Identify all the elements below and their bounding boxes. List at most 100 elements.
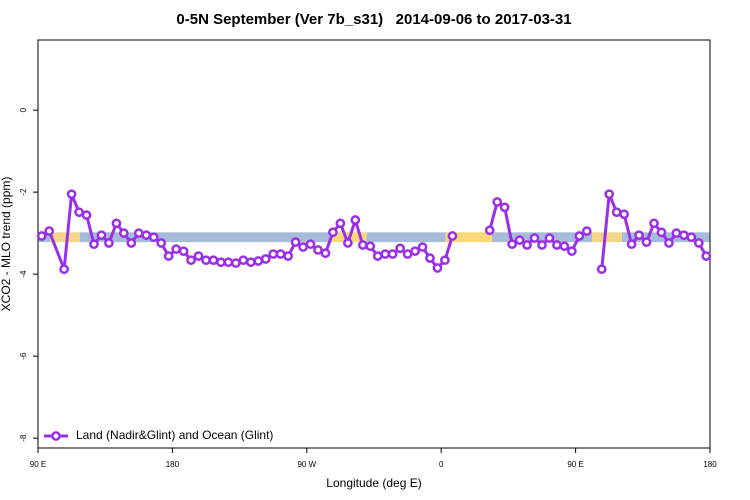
- band-segment: [592, 232, 622, 243]
- data-point: [126, 238, 137, 248]
- x-tick-label: 90 W: [297, 460, 316, 469]
- x-tick-label: 90 E: [567, 460, 583, 469]
- band-segment: [366, 232, 446, 243]
- data-point: [44, 226, 55, 236]
- data-point: [693, 238, 704, 248]
- data-point: [305, 239, 316, 250]
- data-point: [395, 243, 405, 254]
- data-point: [447, 231, 458, 241]
- data-point: [148, 232, 159, 243]
- data-point: [626, 239, 637, 250]
- data-point: [529, 233, 540, 243]
- data-point: [193, 251, 204, 261]
- data-point: [253, 256, 264, 266]
- data-point: [619, 209, 629, 220]
- y-axis-label: XCO2 - MLO trend (ppm): [0, 177, 13, 312]
- data-point: [656, 227, 667, 238]
- data-point: [328, 227, 338, 238]
- y-tick-label: -4: [19, 270, 28, 278]
- data-point: [402, 249, 413, 259]
- data-point: [66, 189, 77, 200]
- data-point: [335, 218, 346, 229]
- data-point: [59, 264, 69, 275]
- data-point: [111, 218, 122, 229]
- data-point: [522, 240, 532, 250]
- data-point: [664, 238, 674, 248]
- data-point: [283, 251, 293, 261]
- data-point: [238, 255, 249, 266]
- data-point: [156, 238, 167, 248]
- x-axis-label: Longitude (deg E): [326, 476, 421, 490]
- chart-title: 0-5N September (Ver 7b_s31) 2014-09-06 t…: [176, 11, 571, 28]
- data-point: [634, 230, 644, 241]
- data-point: [387, 249, 398, 259]
- data-point: [357, 240, 368, 250]
- x-tick-label: 90 E: [30, 460, 46, 469]
- data-point: [96, 230, 107, 241]
- x-tick-label: 180: [703, 460, 717, 469]
- data-point: [641, 237, 652, 248]
- data-point: [365, 241, 376, 252]
- data-point: [574, 231, 585, 241]
- band-segment: [49, 232, 80, 243]
- data-point: [581, 226, 592, 236]
- x-tick-label: 180: [166, 460, 180, 469]
- data-point: [163, 251, 174, 261]
- data-point: [223, 257, 234, 268]
- data-point: [596, 264, 607, 275]
- plot-frame: [37, 39, 711, 449]
- x-tick-label: 0: [439, 460, 444, 469]
- data-point: [649, 218, 659, 229]
- data-point: [537, 240, 547, 250]
- data-point: [178, 246, 189, 257]
- data-point: [544, 233, 555, 243]
- data-point: [686, 232, 697, 243]
- data-point: [410, 246, 420, 257]
- data-point: [343, 238, 353, 248]
- data-point: [552, 240, 562, 250]
- data-point: [514, 235, 525, 245]
- data-point: [74, 207, 84, 218]
- data-point: [380, 249, 391, 259]
- data-point: [133, 228, 144, 238]
- data-point: [298, 242, 308, 252]
- band-segment: [79, 232, 331, 243]
- data-point: [89, 239, 99, 250]
- data-point: [119, 228, 129, 238]
- legend-marker: [51, 431, 61, 441]
- data-point: [372, 251, 383, 261]
- data-point: [559, 241, 570, 252]
- data-point: [216, 257, 226, 268]
- data-point: [268, 249, 279, 259]
- data-point: [499, 202, 510, 213]
- data-point: [186, 255, 196, 266]
- data-point: [350, 215, 361, 225]
- data-point: [245, 257, 256, 268]
- data-point: [320, 248, 331, 259]
- band-segment: [445, 232, 492, 243]
- y-tick-label: -6: [19, 352, 28, 360]
- data-point: [208, 255, 219, 266]
- data-point: [701, 251, 712, 261]
- data-point: [671, 228, 682, 238]
- data-point: [313, 245, 323, 255]
- data-point: [484, 225, 495, 236]
- data-point: [36, 231, 47, 241]
- y-tick-label: 0: [19, 107, 28, 112]
- data-point: [260, 254, 271, 264]
- data-point: [141, 230, 152, 241]
- y-tick-label: -8: [19, 434, 28, 442]
- data-point: [507, 239, 517, 250]
- data-point: [432, 263, 443, 273]
- band-segment: [491, 232, 593, 243]
- data-point: [604, 189, 615, 200]
- legend-label: Land (Nadir&Glint) and Ocean (Glint): [76, 428, 273, 442]
- data-point: [275, 249, 286, 259]
- data-point: [81, 210, 92, 220]
- data-point: [231, 258, 241, 268]
- data-point: [290, 237, 301, 248]
- data-point: [425, 253, 435, 263]
- y-tick-label: -2: [19, 188, 28, 196]
